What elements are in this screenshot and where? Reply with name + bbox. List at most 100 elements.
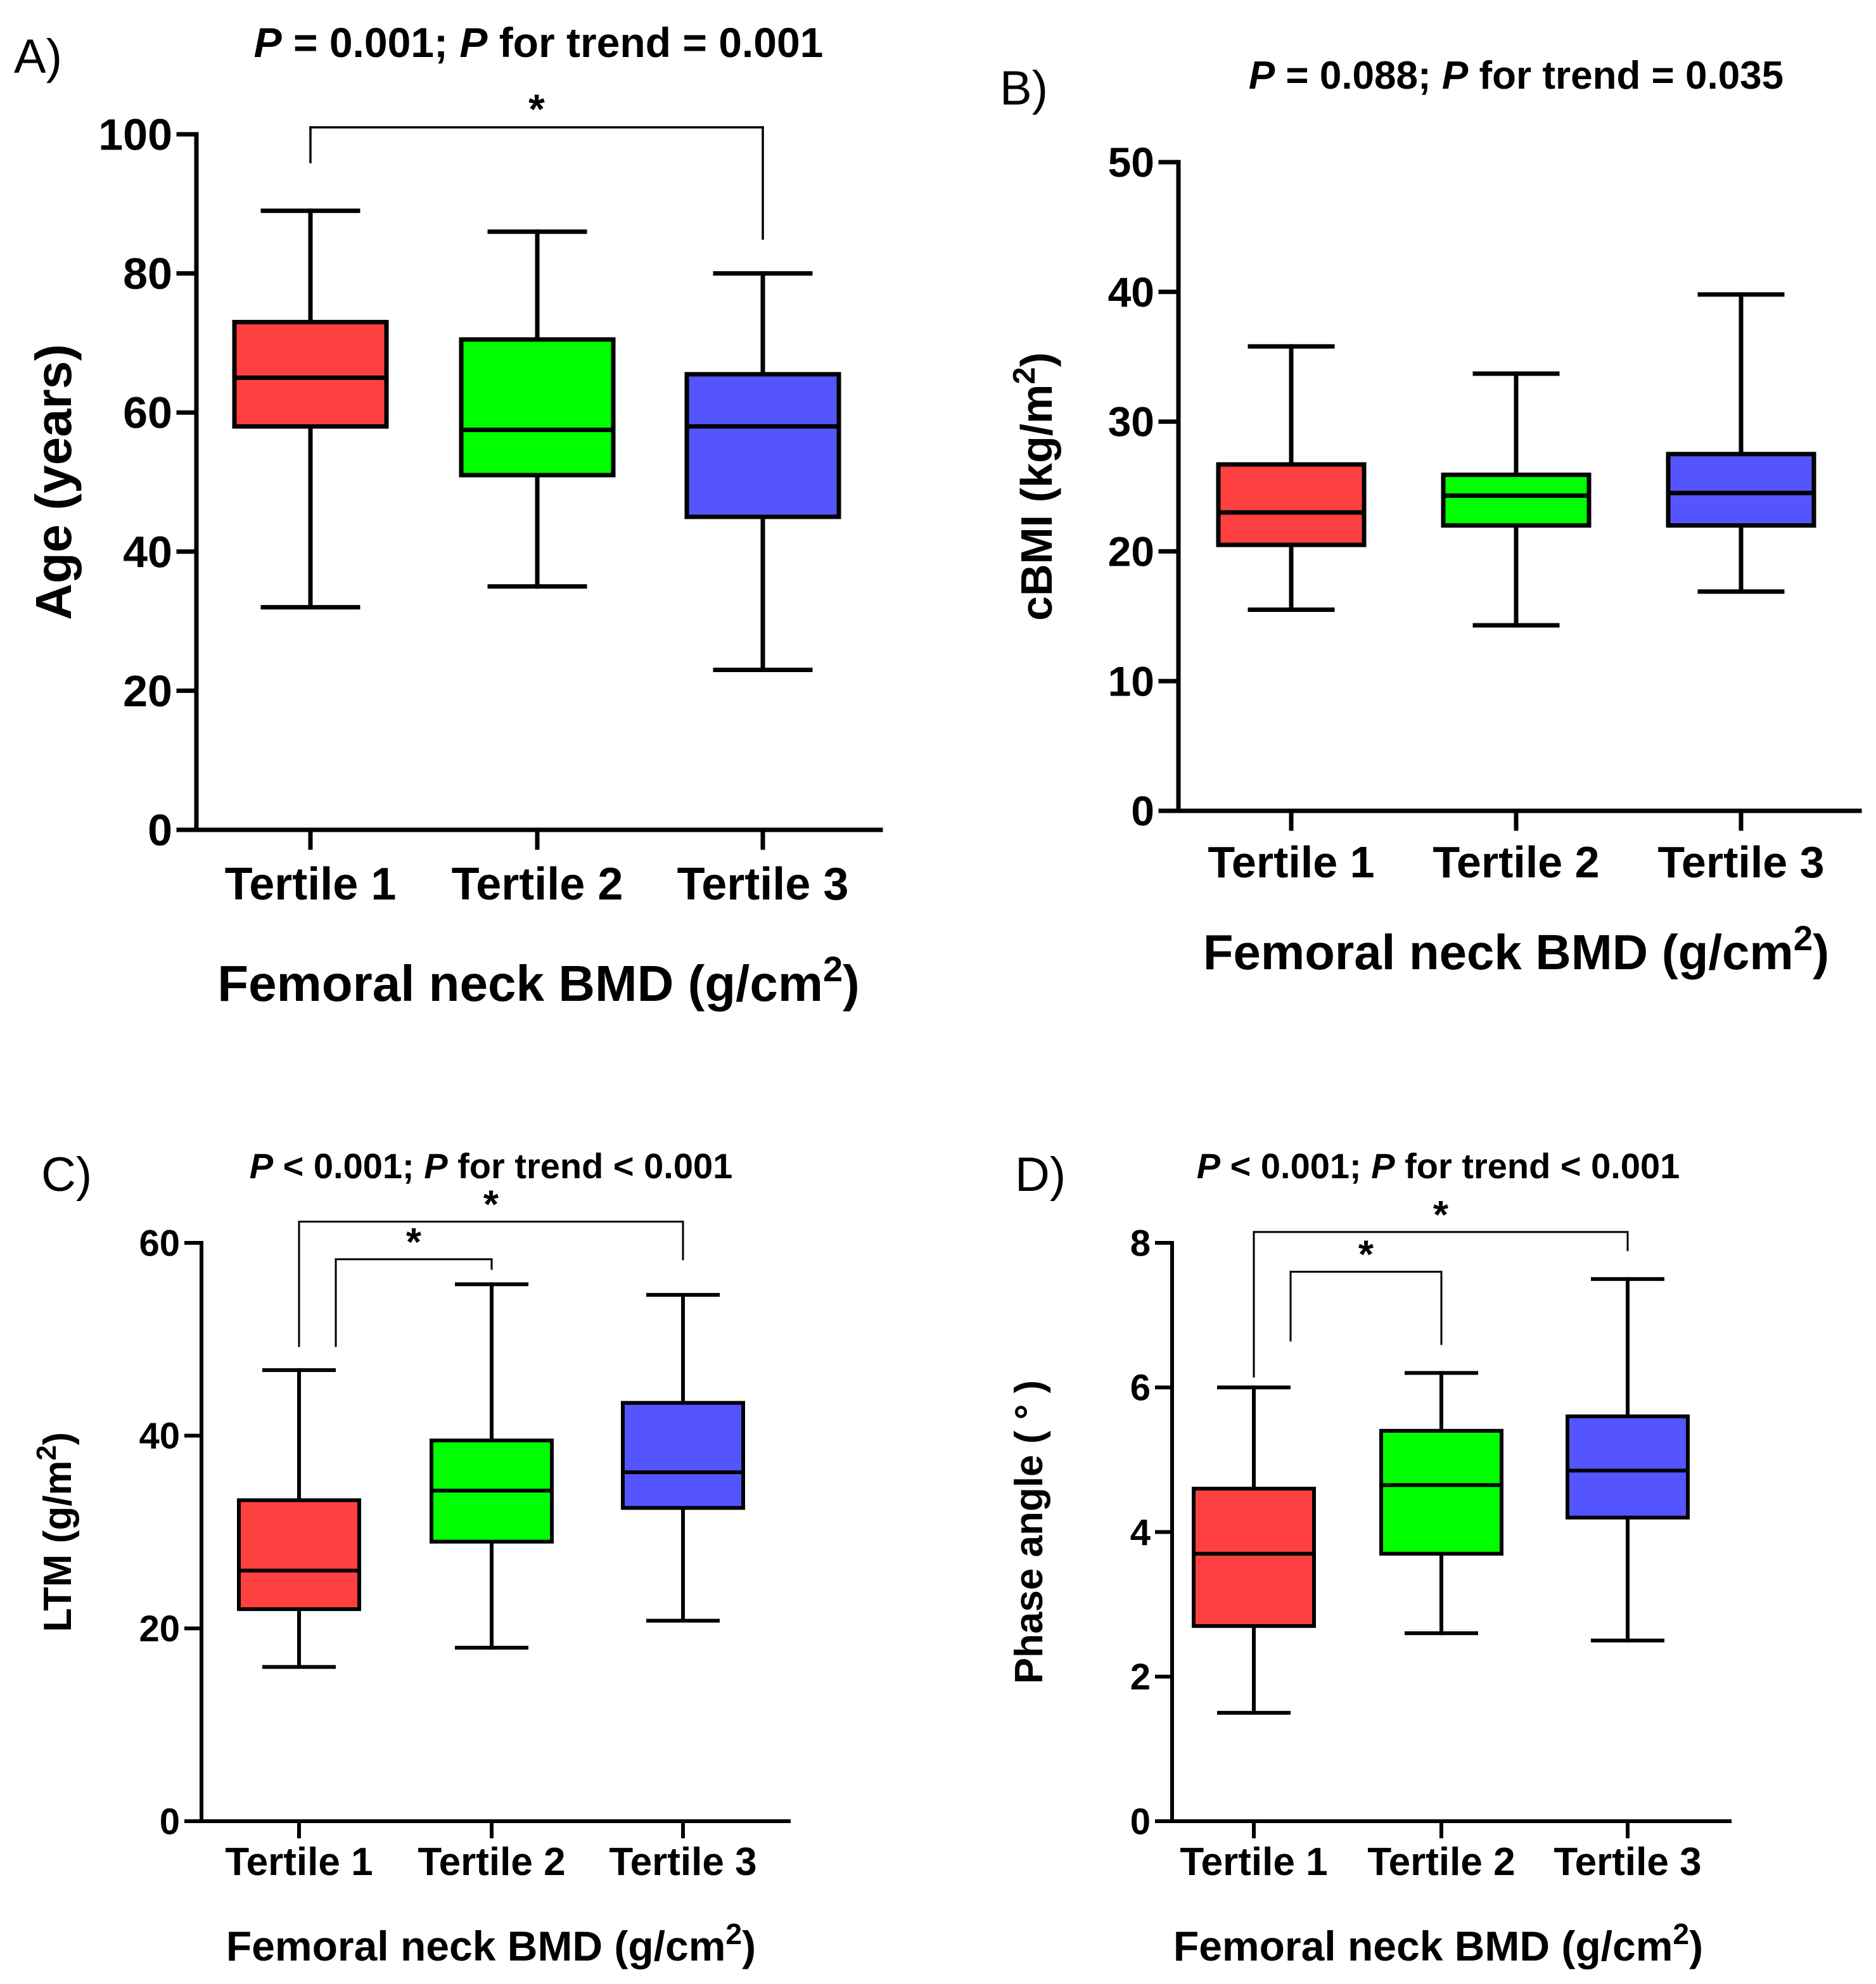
text-run: for trend = 0.035 xyxy=(1468,54,1783,98)
significance-star: * xyxy=(1433,1193,1449,1237)
panel-letter: B) xyxy=(1000,61,1048,115)
panel-c: C) P < 0.001; P for trend < 0.001 0 20 40 60 T… xyxy=(32,1146,791,1969)
chart-title: P = 0.001; P for trend = 0.001 xyxy=(254,19,824,66)
box-3 xyxy=(1566,1414,1690,1520)
y-tick-label: 20 xyxy=(123,666,172,716)
x-category-label: Tertile 2 xyxy=(1433,837,1599,887)
text-run: P xyxy=(1197,1146,1221,1186)
box-1 xyxy=(232,319,389,429)
panel-letter: C) xyxy=(41,1148,92,1202)
x-category-label: Tertile 1 xyxy=(225,1840,373,1884)
box-1 xyxy=(237,1498,361,1612)
x-category-label: Tertile 2 xyxy=(452,859,623,910)
x-category-label: Tertile 1 xyxy=(1180,1840,1327,1884)
panel-d: D) P < 0.001; P for trend < 0.001 0 2 4 6 8 Ter… xyxy=(1007,1146,1732,1969)
text-run: < 0.001; xyxy=(273,1146,424,1186)
y-tick-label: 60 xyxy=(139,1223,180,1264)
text-run: 2 xyxy=(725,1917,742,1950)
text-run: Femoral neck BMD (g/cm xyxy=(217,955,823,1012)
text-run: LTM (g/m xyxy=(36,1460,80,1632)
box-2 xyxy=(459,337,616,478)
text-run: = 0.001; xyxy=(282,19,460,66)
panel-a: A) P = 0.001; P for trend = 0.001 0 20 40 60 8… xyxy=(14,19,883,1012)
x-category-label: Tertile 1 xyxy=(1208,837,1374,887)
text-run: P xyxy=(1249,54,1275,98)
text-run: < 0.001; xyxy=(1220,1146,1371,1186)
y-axis-label: cBMI (kg/m2) xyxy=(1007,352,1061,621)
text-run: P xyxy=(424,1146,448,1186)
x-category-label: Tertile 2 xyxy=(418,1840,565,1884)
significance-star: * xyxy=(483,1183,499,1227)
y-tick-label: 10 xyxy=(1108,658,1154,704)
y-tick-label: 8 xyxy=(1130,1223,1151,1264)
x-category-label: Tertile 3 xyxy=(1554,1840,1701,1884)
text-run: Phase angle ( ° ) xyxy=(1007,1380,1051,1684)
text-run: ) xyxy=(742,1923,756,1969)
x-axis-label: Femoral neck BMD (g/cm2) xyxy=(226,1917,756,1969)
box-3 xyxy=(684,372,841,519)
text-run: Femoral neck BMD (g/cm xyxy=(1203,924,1794,980)
text-run: ) xyxy=(36,1432,80,1446)
chart-title: P < 0.001; P for trend < 0.001 xyxy=(1197,1146,1680,1186)
text-run: 2 xyxy=(32,1445,62,1460)
text-run: P xyxy=(1442,54,1469,98)
y-tick-label: 0 xyxy=(1131,787,1154,834)
text-run: for trend = 0.001 xyxy=(487,19,823,66)
y-tick-label: 4 xyxy=(1130,1512,1151,1553)
box-3 xyxy=(1666,452,1816,528)
box-1 xyxy=(1192,1487,1316,1628)
y-tick-label: 20 xyxy=(1108,528,1154,575)
x-category-label: Tertile 3 xyxy=(1657,837,1824,887)
text-run: for trend < 0.001 xyxy=(1395,1146,1680,1186)
box-3 xyxy=(621,1401,745,1510)
text-run: 2 xyxy=(1673,1917,1689,1950)
x-category-label: Tertile 2 xyxy=(1367,1840,1515,1884)
box-1 xyxy=(1216,462,1367,547)
text-run: ) xyxy=(843,955,860,1012)
y-axis-label: LTM (g/m2) xyxy=(32,1432,80,1632)
y-tick-label: 0 xyxy=(1130,1801,1151,1842)
chart-title: P < 0.001; P for trend < 0.001 xyxy=(250,1146,733,1186)
box-2 xyxy=(1379,1428,1503,1556)
y-tick-label: 0 xyxy=(148,806,172,855)
y-tick-label: 40 xyxy=(1108,269,1154,315)
y-tick-label: 40 xyxy=(139,1416,180,1457)
significance-star: * xyxy=(528,86,545,132)
y-tick-label: 100 xyxy=(98,110,172,160)
x-axis-label: Femoral neck BMD (g/cm2) xyxy=(1173,1917,1703,1969)
text-run: Femoral neck BMD (g/cm xyxy=(1173,1923,1673,1969)
x-category-label: Tertile 3 xyxy=(609,1840,756,1884)
text-run: cBMI (kg/m xyxy=(1012,385,1061,621)
x-axis-label: Femoral neck BMD (g/cm2) xyxy=(217,949,860,1012)
text-run: ) xyxy=(1689,1923,1703,1969)
box-2 xyxy=(1441,473,1592,528)
y-axis-label: Phase angle ( ° ) xyxy=(1007,1380,1051,1684)
y-tick-label: 20 xyxy=(139,1608,180,1650)
text-run: P xyxy=(254,19,283,66)
text-run: P xyxy=(250,1146,274,1186)
x-category-label: Tertile 1 xyxy=(225,859,397,910)
text-run: P xyxy=(459,19,488,66)
text-run: P xyxy=(1371,1146,1395,1186)
text-run: Femoral neck BMD (g/cm xyxy=(226,1923,726,1969)
y-tick-label: 2 xyxy=(1130,1657,1151,1698)
significance-star: * xyxy=(1358,1233,1374,1277)
y-tick-label: 6 xyxy=(1130,1368,1151,1409)
panel-b: B) P = 0.088; P for trend = 0.035 0 10 20 30 4… xyxy=(1000,54,1862,981)
text-run: = 0.088; xyxy=(1275,54,1442,98)
y-tick-label: 30 xyxy=(1108,398,1154,445)
x-axis-label: Femoral neck BMD (g/cm2) xyxy=(1203,919,1829,981)
panel-letter: A) xyxy=(14,30,62,84)
text-run: ) xyxy=(1012,352,1061,367)
y-tick-label: 0 xyxy=(160,1801,180,1842)
text-run: Age (years) xyxy=(25,344,82,620)
y-axis-label: Age (years) xyxy=(25,344,82,620)
y-tick-label: 50 xyxy=(1108,139,1154,186)
text-run: 2 xyxy=(1007,367,1042,384)
text-run: ) xyxy=(1813,924,1829,980)
significance-star: * xyxy=(406,1221,422,1264)
text-run: 2 xyxy=(823,949,843,989)
panel-letter: D) xyxy=(1015,1148,1066,1202)
y-tick-label: 80 xyxy=(123,249,172,298)
